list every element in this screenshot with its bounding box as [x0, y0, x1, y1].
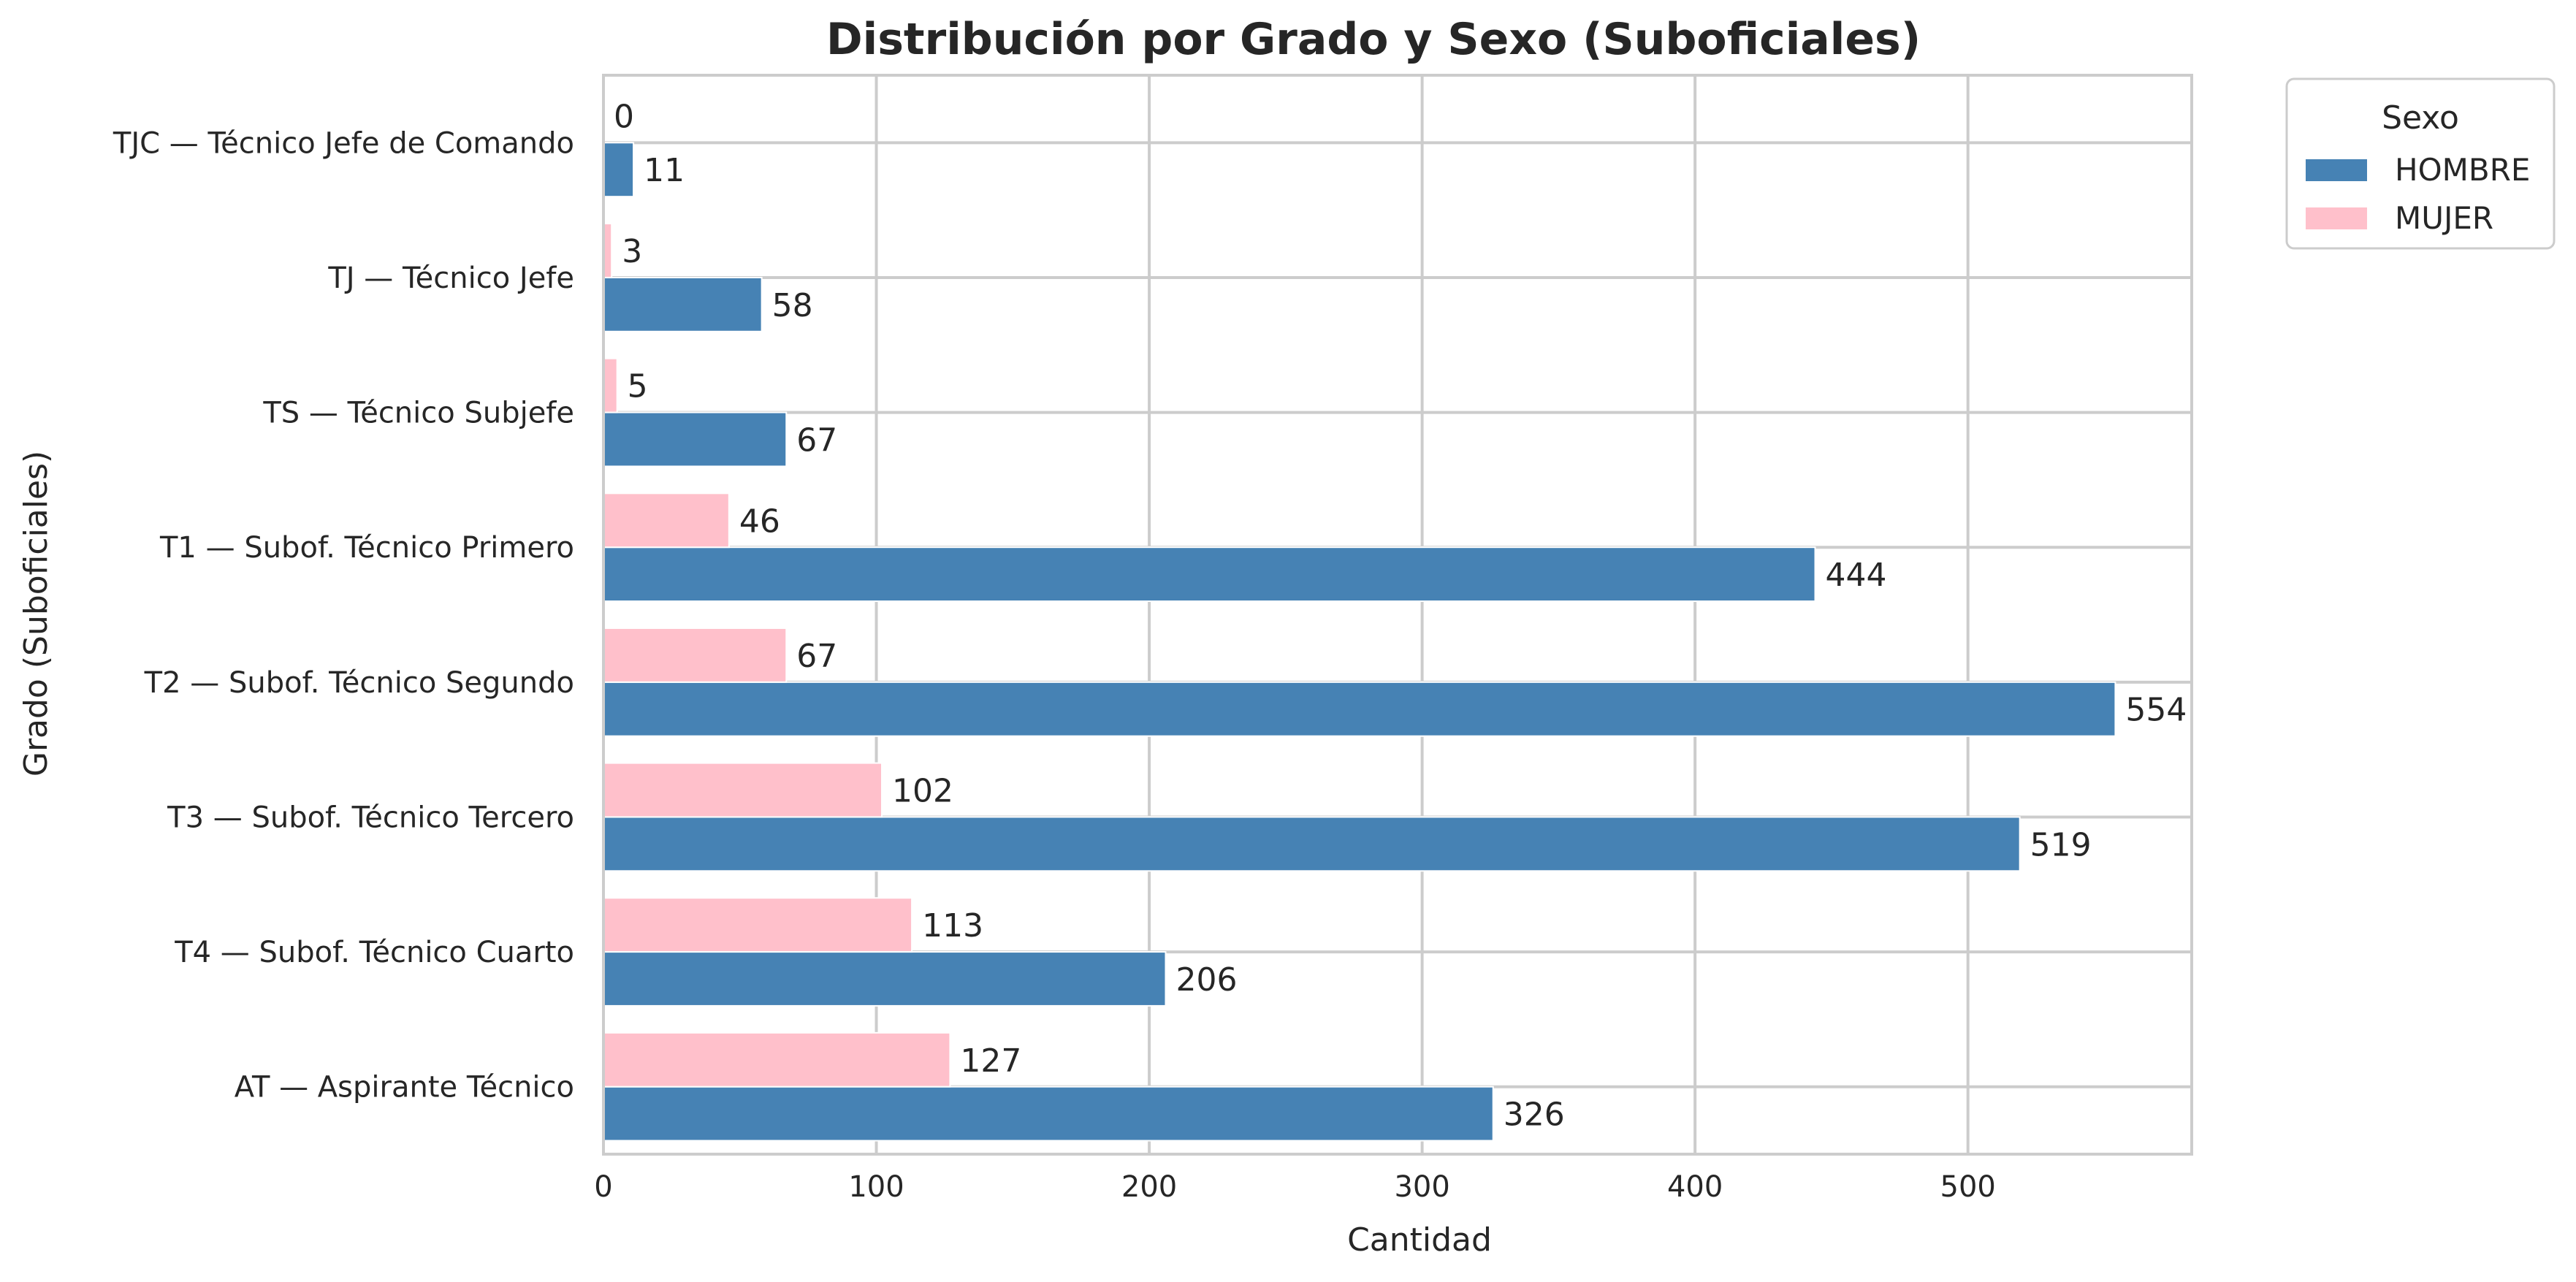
data-label-mujer: 67	[796, 638, 837, 675]
data-labels: 11 0 58 3 67 5 444 46 554 67 519 102 206 113 326 127	[614, 98, 2187, 1133]
bar-mujer	[603, 492, 730, 549]
y-axis-label: Grado (Suboficiales)	[18, 451, 55, 777]
y-tick-label: T2 — Subof. Técnico Segundo	[144, 666, 574, 700]
bar-hombre	[603, 681, 2116, 737]
data-label-hombre: 554	[2125, 692, 2187, 729]
bar-hombre	[603, 816, 2021, 872]
data-label-mujer: 113	[922, 907, 983, 945]
data-label-hombre: 206	[1175, 961, 1237, 999]
y-tick-label: TJC — Técnico Jefe de Comando	[113, 126, 574, 160]
bar-hombre	[603, 546, 1816, 603]
bar-hombre	[603, 411, 788, 468]
data-label-mujer: 0	[614, 98, 634, 135]
legend-label-hombre: HOMBRE	[2395, 152, 2530, 188]
bar-hombre	[603, 1085, 1494, 1142]
x-tick-label: 100	[848, 1170, 904, 1204]
y-tick-label: AT — Aspirante Técnico	[235, 1071, 574, 1104]
x-tick-label: 400	[1667, 1170, 1723, 1204]
data-label-hombre: 326	[1504, 1096, 1565, 1134]
x-tick-label: 300	[1394, 1170, 1449, 1204]
y-tick-label: TJ — Técnico Jefe	[327, 262, 574, 295]
legend-box	[2285, 77, 2556, 250]
data-label-mujer: 46	[739, 503, 780, 540]
legend-swatch-hombre	[2306, 159, 2367, 181]
data-label-mujer: 102	[892, 773, 953, 810]
bar-hombre	[603, 951, 1167, 1007]
data-label-hombre: 58	[772, 287, 813, 324]
bar-mujer	[603, 897, 913, 953]
bar-hombre	[603, 276, 763, 332]
legend-title: Sexo	[2382, 99, 2459, 137]
bars	[603, 142, 2116, 1142]
legend-label-mujer: MUJER	[2395, 200, 2493, 236]
y-tick-label: TS — Técnico Subjefe	[262, 397, 574, 430]
x-axis-label: Cantidad	[1347, 1221, 1492, 1259]
data-label-mujer: 3	[622, 233, 642, 270]
bar-hombre	[603, 142, 635, 198]
bar-mujer	[603, 762, 883, 818]
data-label-mujer: 5	[628, 368, 648, 405]
data-label-hombre: 67	[796, 421, 837, 459]
x-tick-label: 200	[1121, 1170, 1177, 1204]
data-label-hombre: 519	[2030, 826, 2092, 863]
y-tick-label: T3 — Subof. Técnico Tercero	[167, 801, 574, 834]
x-tick-labels: 0 100 200 300 400 500	[594, 1170, 1996, 1204]
legend: Sexo HOMBRE MUJER	[2285, 77, 2556, 250]
y-tick-label: T4 — Subof. Técnico Cuarto	[174, 936, 574, 969]
legend-swatch-mujer	[2306, 207, 2367, 229]
data-label-hombre: 444	[1826, 557, 1887, 594]
bar-mujer	[603, 1031, 951, 1088]
y-tick-labels: TJC — Técnico Jefe de Comando TJ — Técnic…	[113, 126, 574, 1104]
x-tick-label: 0	[594, 1170, 612, 1204]
bar-mujer	[603, 357, 618, 413]
y-tick-label: T1 — Subof. Técnico Primero	[159, 531, 574, 565]
x-tick-label: 500	[1940, 1170, 1996, 1204]
data-label-mujer: 127	[960, 1042, 1021, 1080]
plot-frame	[602, 74, 2193, 1156]
data-label-hombre: 11	[644, 152, 685, 189]
chart-title: Distribución por Grado y Sexo (Suboficia…	[826, 14, 1921, 65]
bar-mujer	[603, 627, 788, 683]
